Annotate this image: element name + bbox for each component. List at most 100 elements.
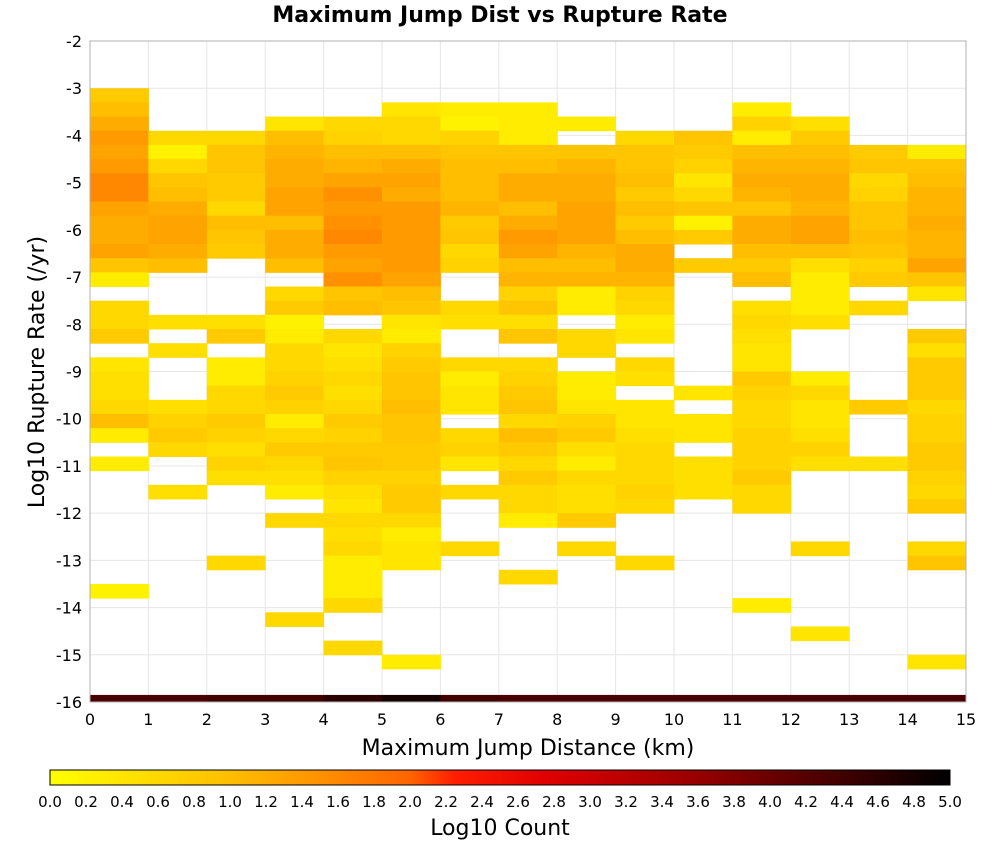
heatmap-cell [440,144,500,160]
heatmap-cell-bottom [148,694,208,702]
heatmap-cell [206,144,266,160]
y-tick-label: -4 [66,126,82,145]
x-tick-label: 5 [377,710,387,729]
heatmap-cell [440,244,500,259]
heatmap-cell [265,442,325,457]
heatmap-cell [323,329,383,344]
heatmap-cell [907,654,967,670]
heatmap-cell [382,357,441,372]
heatmap-cell [323,343,383,358]
heatmap-cell [265,173,325,188]
heatmap-cell [382,102,441,118]
x-tick-label: 15 [956,710,976,729]
heatmap-cell [615,144,675,160]
heatmap-cell [557,144,617,160]
heatmap-cell [732,442,792,457]
y-tick-label: -5 [66,174,82,193]
heatmap-cell [440,229,500,245]
heatmap-cell [907,201,967,217]
heatmap-cell [323,357,383,372]
heatmap-cell [674,229,733,245]
heatmap-cell [90,144,149,160]
heatmap-cell [790,385,850,401]
heatmap-cell [732,329,792,344]
heatmap-cell [615,173,675,188]
heatmap-cell [206,187,266,203]
heatmap-cell [265,470,325,486]
heatmap-cell [907,159,967,174]
heatmap-cell [790,116,850,132]
heatmap-cell [90,258,149,273]
y-tick-label: -12 [56,504,82,523]
colorbar [49,769,951,786]
colorbar-tick-label: 3.2 [614,793,638,811]
heatmap-cell [615,399,675,415]
heatmap-cell [148,442,208,457]
x-tick-label: 6 [435,710,445,729]
heatmap-cell [498,357,558,372]
heatmap-cell [907,456,967,472]
heatmap-cell [440,215,500,231]
heatmap-cell [90,173,149,188]
heatmap-cell [382,513,441,528]
x-tick-label: 10 [664,710,684,729]
heatmap-cell [557,456,617,472]
heatmap-cell [849,272,909,288]
heatmap-cell [907,343,967,358]
heatmap-cell [907,399,967,415]
heatmap-cell [498,244,558,259]
heatmap-cell [90,244,149,259]
colorbar-tick-label: 0.8 [182,793,206,811]
heatmap-cell [615,484,675,500]
heatmap-cell [206,371,266,387]
heatmap-cell [440,456,500,472]
heatmap-cell [790,541,850,557]
heatmap-cell [206,329,266,344]
heatmap-cell [790,399,850,415]
y-axis-label: Log10 Rupture Rate (/yr) [25,236,50,508]
heatmap-cell [907,144,967,160]
heatmap-cell [90,130,149,146]
heatmap-cell [323,286,383,302]
heatmap-cell [382,527,441,542]
heatmap-cell [265,187,325,203]
heatmap-cell [849,244,909,259]
heatmap-cell [849,201,909,217]
heatmap-cell [148,215,208,231]
heatmap-cell [557,428,617,443]
heatmap-cell [615,258,675,273]
heatmap-cell [382,484,441,500]
heatmap-cell [732,229,792,245]
heatmap-cell [615,201,675,217]
heatmap-cell [323,456,383,472]
heatmap-cell [382,442,441,457]
heatmap-cell [90,215,149,231]
heatmap-cell [440,116,500,132]
heatmap-cell [498,428,558,443]
x-tick-label: 12 [781,710,801,729]
heatmap-cell [440,300,500,316]
y-tick-label: -14 [56,599,82,618]
heatmap-cell [907,187,967,203]
heatmap-cell [265,357,325,372]
heatmap-cell [790,272,850,288]
heatmap-cell [382,201,441,217]
x-axis-ticks: 0 1 2 3 4 5 6 7 8 9 10 11 12 13 14 15 [85,710,976,729]
heatmap-cell [849,456,909,472]
heatmap-cell [557,329,617,344]
heatmap-cell [907,413,967,429]
heatmap-cell [732,173,792,188]
heatmap-cell-bottom [498,694,558,702]
colorbar-tick-label: 1.2 [254,793,278,811]
heatmap-cell [557,229,617,245]
heatmap-cell-bottom [90,694,149,702]
heatmap-cell [498,173,558,188]
heatmap-cell [90,272,149,288]
heatmap-cell [382,159,441,174]
heatmap-cell [382,428,441,443]
heatmap-cell [498,484,558,500]
heatmap-cell [265,201,325,217]
colorbar-tick-label: 1.0 [218,793,242,811]
heatmap-cell [265,314,325,330]
